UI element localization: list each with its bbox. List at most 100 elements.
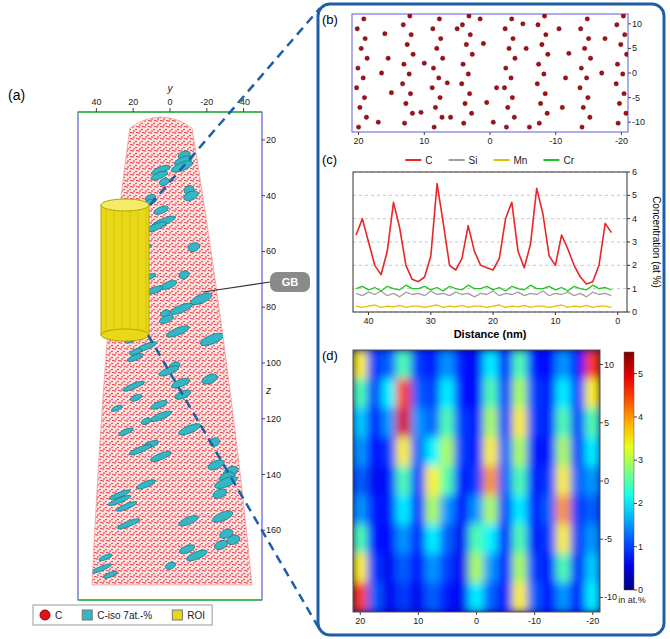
heat-cell xyxy=(425,437,441,467)
point xyxy=(586,36,590,40)
points xyxy=(354,14,628,129)
heat-cell xyxy=(585,524,600,554)
roi-body xyxy=(101,205,149,335)
heat-cell xyxy=(527,553,543,583)
tip xyxy=(92,117,252,585)
tick xyxy=(628,122,631,123)
point xyxy=(524,46,528,50)
colorbar-label: 3 xyxy=(638,455,643,465)
point xyxy=(433,105,437,109)
point xyxy=(400,82,404,86)
heat-cell xyxy=(527,437,543,467)
heat-cell xyxy=(367,379,383,409)
point xyxy=(469,111,473,115)
iso-blob xyxy=(158,313,174,325)
tick xyxy=(424,132,425,135)
tick-label: 100 xyxy=(266,358,281,368)
heat-cell xyxy=(454,466,470,496)
legend-label: C-iso 7at.-% xyxy=(97,610,152,621)
legend-swatch xyxy=(543,159,559,161)
colorbar xyxy=(624,352,634,590)
tick xyxy=(96,108,97,112)
point xyxy=(407,72,411,76)
heat-cell xyxy=(367,466,383,496)
panel-label: (a) xyxy=(8,87,25,103)
heat-cell xyxy=(425,495,441,525)
tick xyxy=(592,612,593,615)
iso-blob xyxy=(226,533,241,546)
tick xyxy=(490,132,491,135)
legend-swatch xyxy=(172,610,182,620)
iso-blob xyxy=(98,553,113,562)
iso-blob xyxy=(111,404,124,413)
iso-blob xyxy=(116,517,140,531)
point xyxy=(509,76,513,80)
legend-label: Si xyxy=(469,155,478,166)
tick-label: 0 xyxy=(167,97,172,107)
tick-label: -10 xyxy=(632,117,645,127)
iso-blob xyxy=(158,177,170,187)
heat-cell xyxy=(353,408,368,438)
tick xyxy=(262,362,265,363)
point xyxy=(623,32,627,36)
point xyxy=(355,27,359,31)
tick xyxy=(262,418,265,419)
tick xyxy=(262,139,265,140)
heat-cell xyxy=(353,437,368,467)
legend-label: C xyxy=(55,610,62,621)
heat-cell xyxy=(585,408,600,438)
point xyxy=(408,91,412,95)
heat-cell xyxy=(585,350,600,380)
heat-cell xyxy=(469,553,485,583)
heat-cell xyxy=(527,408,543,438)
heat-cell xyxy=(541,466,557,496)
tick xyxy=(600,539,603,540)
heat-ground xyxy=(353,350,600,612)
heat-cell xyxy=(353,350,368,380)
heat-cell xyxy=(585,495,600,525)
panel-label: (c) xyxy=(322,152,337,167)
heat-cell xyxy=(498,379,514,409)
point xyxy=(467,14,471,18)
legend-box xyxy=(33,605,212,625)
heat-cell xyxy=(570,495,586,525)
point xyxy=(358,105,362,109)
colorbar-tick xyxy=(634,373,637,374)
point xyxy=(512,115,516,119)
heat-cell xyxy=(440,553,456,583)
point xyxy=(462,121,466,125)
heat-cell xyxy=(382,408,398,438)
heat-cell xyxy=(570,553,586,583)
legend-swatch xyxy=(405,159,421,161)
tick xyxy=(600,364,603,365)
tick-label: 4 xyxy=(632,214,637,224)
heat-cell xyxy=(469,582,485,612)
roi-hatch xyxy=(130,206,131,334)
heat-cell xyxy=(396,437,412,467)
series-line xyxy=(356,305,611,307)
point xyxy=(584,76,588,80)
heat-cell xyxy=(396,524,412,554)
tick xyxy=(600,422,603,423)
tick xyxy=(628,23,631,24)
point xyxy=(545,111,549,115)
point xyxy=(621,72,625,76)
colorbar-label: 2 xyxy=(638,498,643,508)
tick-label: 30 xyxy=(426,316,436,326)
tick xyxy=(621,132,622,135)
zoom-line xyxy=(150,8,320,205)
tick-label: 6 xyxy=(632,167,637,177)
heat-cell xyxy=(541,437,557,467)
annotation-leader xyxy=(203,282,270,292)
point xyxy=(624,111,628,115)
heat-cell xyxy=(454,379,470,409)
heat-cell xyxy=(382,437,398,467)
roi-top xyxy=(101,199,149,211)
point xyxy=(455,27,459,31)
heat-cell xyxy=(512,582,528,612)
tick-label: 120 xyxy=(266,414,281,424)
zoom-line xyxy=(148,335,320,630)
point xyxy=(503,27,507,31)
series-line xyxy=(356,184,611,284)
heat-cell xyxy=(512,408,528,438)
